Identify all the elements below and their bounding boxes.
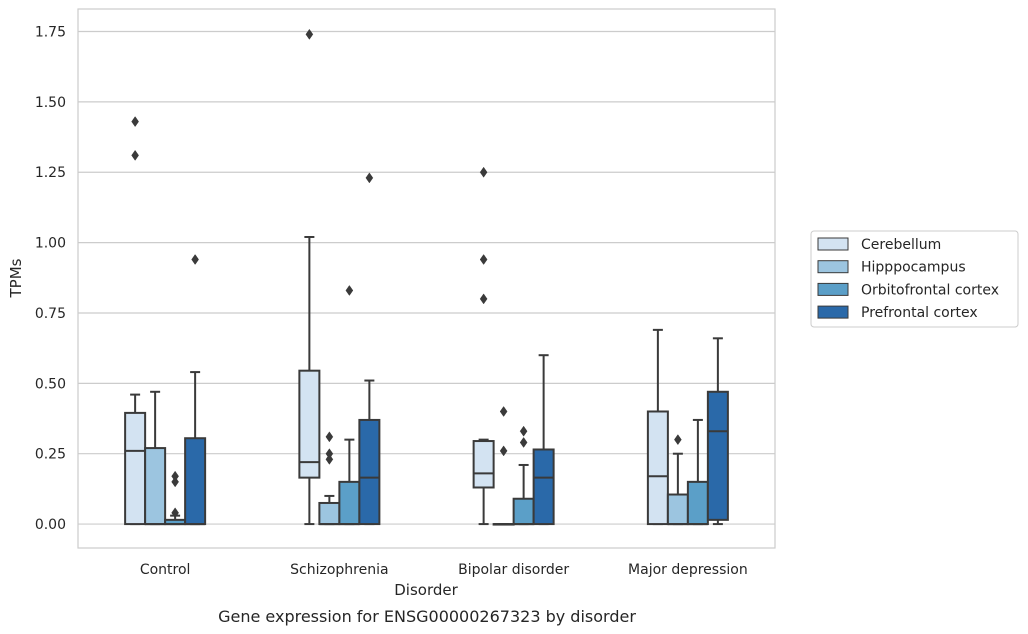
box-group xyxy=(358,172,381,526)
box-group xyxy=(184,254,207,526)
box-group xyxy=(298,28,321,526)
y-tick-label: 1.75 xyxy=(35,25,66,41)
outlier-point xyxy=(131,116,139,128)
outlier-point xyxy=(499,406,508,417)
outlier-point xyxy=(305,28,314,40)
legend-label: Hipppocampus xyxy=(861,260,966,276)
box-body xyxy=(124,411,147,526)
x-tick-label: Bipolar disorder xyxy=(458,562,569,578)
outlier-point xyxy=(325,453,334,465)
y-tick-label: 0.25 xyxy=(35,447,66,463)
x-axis-title: Disorder xyxy=(394,581,458,599)
legend-swatch xyxy=(817,305,849,319)
outlier-point xyxy=(365,172,374,184)
box-group xyxy=(646,328,669,526)
legend-label: Orbitofrontal cortex xyxy=(861,282,999,298)
outlier-point xyxy=(171,476,179,488)
outlier-point xyxy=(325,448,334,460)
box-body xyxy=(298,369,321,479)
box-group xyxy=(338,285,361,526)
box-body xyxy=(706,390,729,521)
legend: Cerebellum Hipppocampus Orbitofrontal cort… xyxy=(810,230,1019,328)
legend-item: Orbitofrontal cortex xyxy=(817,282,999,298)
legend-item: Prefrontal cortex xyxy=(817,305,978,321)
box-body xyxy=(184,437,207,526)
box-plots xyxy=(124,28,729,526)
y-tick-label: 1.25 xyxy=(35,165,66,181)
chart-caption: Gene expression for ENSG00000267323 by d… xyxy=(218,607,636,626)
box-body xyxy=(358,418,381,526)
outlier-point xyxy=(519,437,528,448)
box-body xyxy=(666,493,689,526)
legend-swatch xyxy=(817,260,849,274)
box-group xyxy=(666,434,689,526)
box-group xyxy=(492,406,515,526)
legend-item: Hipppocampus xyxy=(817,260,966,276)
plot-frame xyxy=(77,8,776,549)
outlier-point xyxy=(171,470,179,482)
outlier-point xyxy=(345,285,354,296)
x-tick-label: Major depression xyxy=(628,562,748,578)
box-body xyxy=(686,480,709,526)
box-body xyxy=(318,501,341,526)
legend-swatch xyxy=(817,237,849,251)
box-body xyxy=(338,480,361,526)
y-tick-label: 0.00 xyxy=(35,517,66,533)
box-group xyxy=(144,390,167,526)
box-body xyxy=(532,448,555,526)
box-group xyxy=(124,116,147,526)
box-group xyxy=(318,431,341,526)
box-group xyxy=(706,337,729,526)
y-axis-ticks: 0.00 0.25 0.50 0.75 1.00 1.25 1.50 1.75 xyxy=(35,25,66,534)
outlier-point xyxy=(674,434,682,446)
outlier-point xyxy=(519,425,528,437)
box-body xyxy=(512,497,535,526)
legend-label: Prefrontal cortex xyxy=(861,305,978,321)
outlier-point xyxy=(191,254,199,265)
box-group xyxy=(686,418,709,526)
box-group xyxy=(512,425,535,526)
legend-swatch xyxy=(817,282,849,296)
outlier-point xyxy=(131,149,139,161)
x-tick-label: Control xyxy=(140,562,191,578)
box-body xyxy=(144,447,167,526)
grid-lines xyxy=(78,30,775,525)
legend-label: Cerebellum xyxy=(861,237,941,253)
outlier-point xyxy=(499,445,508,457)
y-tick-label: 1.00 xyxy=(35,236,66,252)
y-axis-title: TPMs xyxy=(7,258,25,298)
outlier-point xyxy=(325,431,334,443)
outlier-point xyxy=(479,166,488,178)
y-tick-label: 0.50 xyxy=(35,376,66,392)
box-body xyxy=(472,440,495,489)
outlier-point xyxy=(171,507,179,519)
y-tick-label: 1.50 xyxy=(35,95,66,111)
legend-frame xyxy=(810,230,1019,328)
box-group xyxy=(472,166,495,526)
legend-item: Cerebellum xyxy=(817,237,941,253)
y-tick-label: 0.75 xyxy=(35,306,66,322)
box-group xyxy=(532,354,555,526)
outlier-point xyxy=(479,293,488,305)
outlier-point xyxy=(479,254,488,265)
box-group xyxy=(164,470,187,526)
x-tick-label: Schizophrenia xyxy=(290,562,388,578)
box-body xyxy=(646,410,669,526)
x-axis-ticks: Control Schizophrenia Bipolar disorder Majo… xyxy=(140,562,748,578)
